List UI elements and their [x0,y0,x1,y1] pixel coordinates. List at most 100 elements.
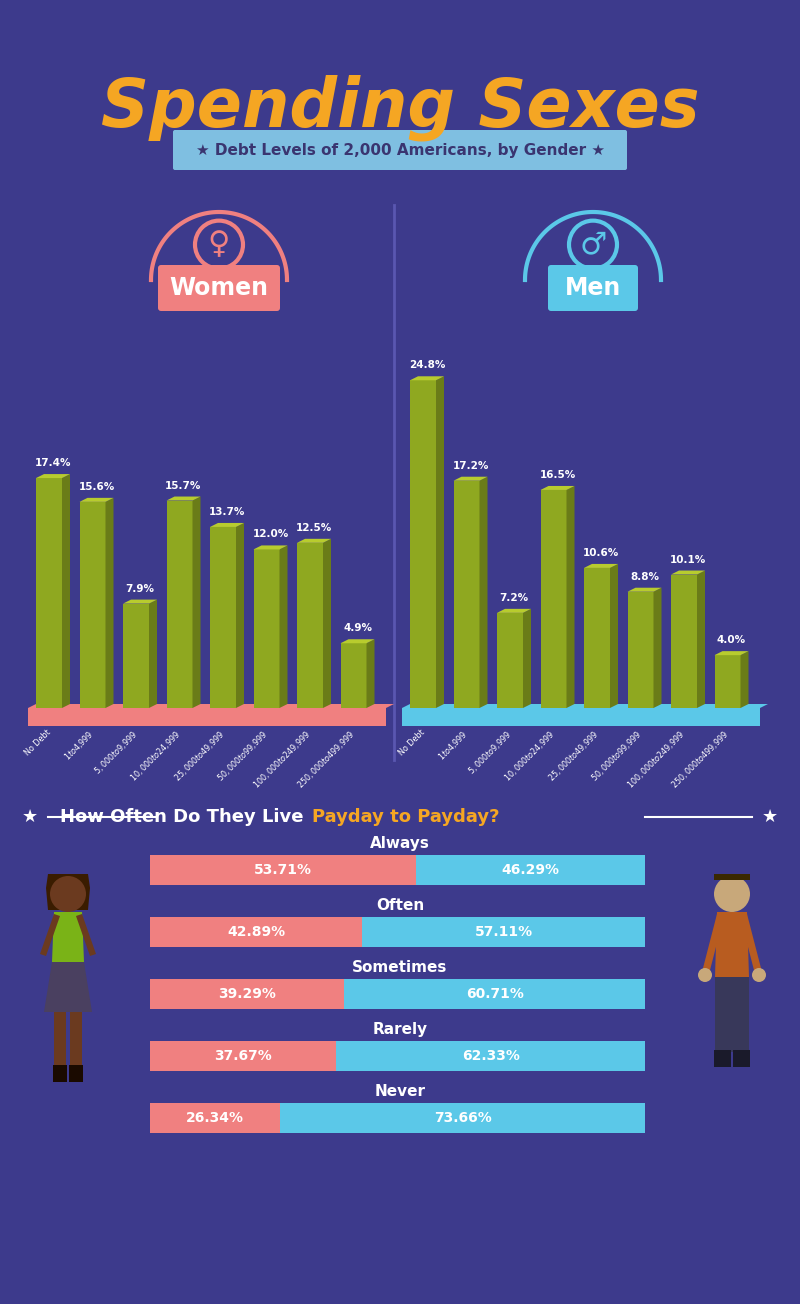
Polygon shape [733,1050,750,1067]
Polygon shape [715,977,749,1052]
FancyBboxPatch shape [150,1041,337,1071]
Text: 7.2%: 7.2% [499,593,529,602]
Polygon shape [497,609,531,613]
FancyBboxPatch shape [280,1103,645,1133]
Text: How Often Do They Live: How Often Do They Live [60,808,310,825]
Text: $250,000 to $499,999: $250,000 to $499,999 [294,728,358,792]
FancyBboxPatch shape [150,1103,280,1133]
Text: ★: ★ [762,808,778,825]
Polygon shape [627,592,654,708]
Text: 39.29%: 39.29% [218,987,276,1001]
Polygon shape [76,914,96,956]
Text: 10.6%: 10.6% [583,548,619,558]
Polygon shape [715,911,749,977]
Polygon shape [297,542,323,708]
Polygon shape [436,377,444,708]
Text: Rarely: Rarely [373,1022,427,1037]
Polygon shape [697,571,705,708]
Polygon shape [44,962,92,1012]
Text: No Debt: No Debt [23,728,53,758]
Text: Often: Often [376,898,424,913]
Polygon shape [166,497,201,501]
Polygon shape [402,704,768,708]
Text: 15.7%: 15.7% [166,481,202,490]
Text: $50,000 to $99,999: $50,000 to $99,999 [589,728,645,784]
Text: $50,000 to $99,999: $50,000 to $99,999 [214,728,270,784]
Polygon shape [193,497,201,708]
Text: Always: Always [370,836,430,852]
Text: $5,000 to $9,999: $5,000 to $9,999 [466,728,514,777]
Polygon shape [627,588,662,592]
Polygon shape [366,639,374,708]
Polygon shape [62,475,70,708]
Polygon shape [254,549,279,708]
Text: Women: Women [170,276,269,300]
Polygon shape [69,1065,83,1082]
Text: Never: Never [374,1084,426,1099]
Text: 7.9%: 7.9% [126,584,154,593]
Text: 60.71%: 60.71% [466,987,524,1001]
Circle shape [50,876,86,911]
Polygon shape [410,377,444,381]
Text: 17.2%: 17.2% [452,460,489,471]
Polygon shape [584,563,618,569]
Text: 4.0%: 4.0% [717,635,746,645]
Polygon shape [28,708,386,726]
Polygon shape [123,604,149,708]
Polygon shape [70,1012,82,1067]
Polygon shape [702,914,724,974]
Text: 62.33%: 62.33% [462,1048,520,1063]
Polygon shape [523,609,531,708]
Text: $250,000 to $499,999: $250,000 to $499,999 [669,728,731,792]
Text: 37.67%: 37.67% [214,1048,272,1063]
Polygon shape [714,651,749,655]
Polygon shape [671,571,705,575]
Polygon shape [53,1065,67,1082]
Polygon shape [236,523,244,708]
Polygon shape [410,381,436,708]
Text: Men: Men [565,276,621,300]
Polygon shape [714,1050,731,1067]
Polygon shape [79,498,114,502]
Polygon shape [106,498,114,708]
Circle shape [714,876,750,911]
Circle shape [698,968,712,982]
Polygon shape [714,874,750,880]
Polygon shape [479,477,487,708]
Text: 12.5%: 12.5% [296,523,332,533]
Text: 12.0%: 12.0% [252,529,289,540]
FancyBboxPatch shape [150,917,362,947]
Text: Spending Sexes: Spending Sexes [101,74,699,141]
Text: ★ Debt Levels of 2,000 Americans, by Gender ★: ★ Debt Levels of 2,000 Americans, by Gen… [195,142,605,158]
Circle shape [752,968,766,982]
Text: 10.1%: 10.1% [670,554,706,565]
Polygon shape [454,481,479,708]
Polygon shape [79,502,106,708]
Text: 46.29%: 46.29% [502,863,559,878]
Text: 53.71%: 53.71% [254,863,312,878]
FancyBboxPatch shape [337,1041,645,1071]
Polygon shape [254,545,287,549]
Polygon shape [497,613,523,708]
Text: ★: ★ [22,808,38,825]
Text: $10,000 to $24,999: $10,000 to $24,999 [502,728,558,784]
FancyBboxPatch shape [362,917,645,947]
Polygon shape [454,477,487,481]
Polygon shape [279,545,287,708]
Polygon shape [541,486,574,490]
Text: No Debt: No Debt [398,728,427,758]
Text: Sometimes: Sometimes [352,960,448,975]
FancyBboxPatch shape [548,265,638,310]
Polygon shape [166,501,193,708]
Text: 26.34%: 26.34% [186,1111,244,1125]
Polygon shape [341,643,366,708]
Polygon shape [36,475,70,479]
Polygon shape [584,569,610,708]
FancyBboxPatch shape [345,979,645,1009]
Text: $100,000 to $249,999: $100,000 to $249,999 [625,728,688,792]
Polygon shape [654,588,662,708]
Text: 24.8%: 24.8% [409,360,445,370]
Polygon shape [52,911,84,962]
Text: 17.4%: 17.4% [34,458,71,468]
Text: 73.66%: 73.66% [434,1111,491,1125]
